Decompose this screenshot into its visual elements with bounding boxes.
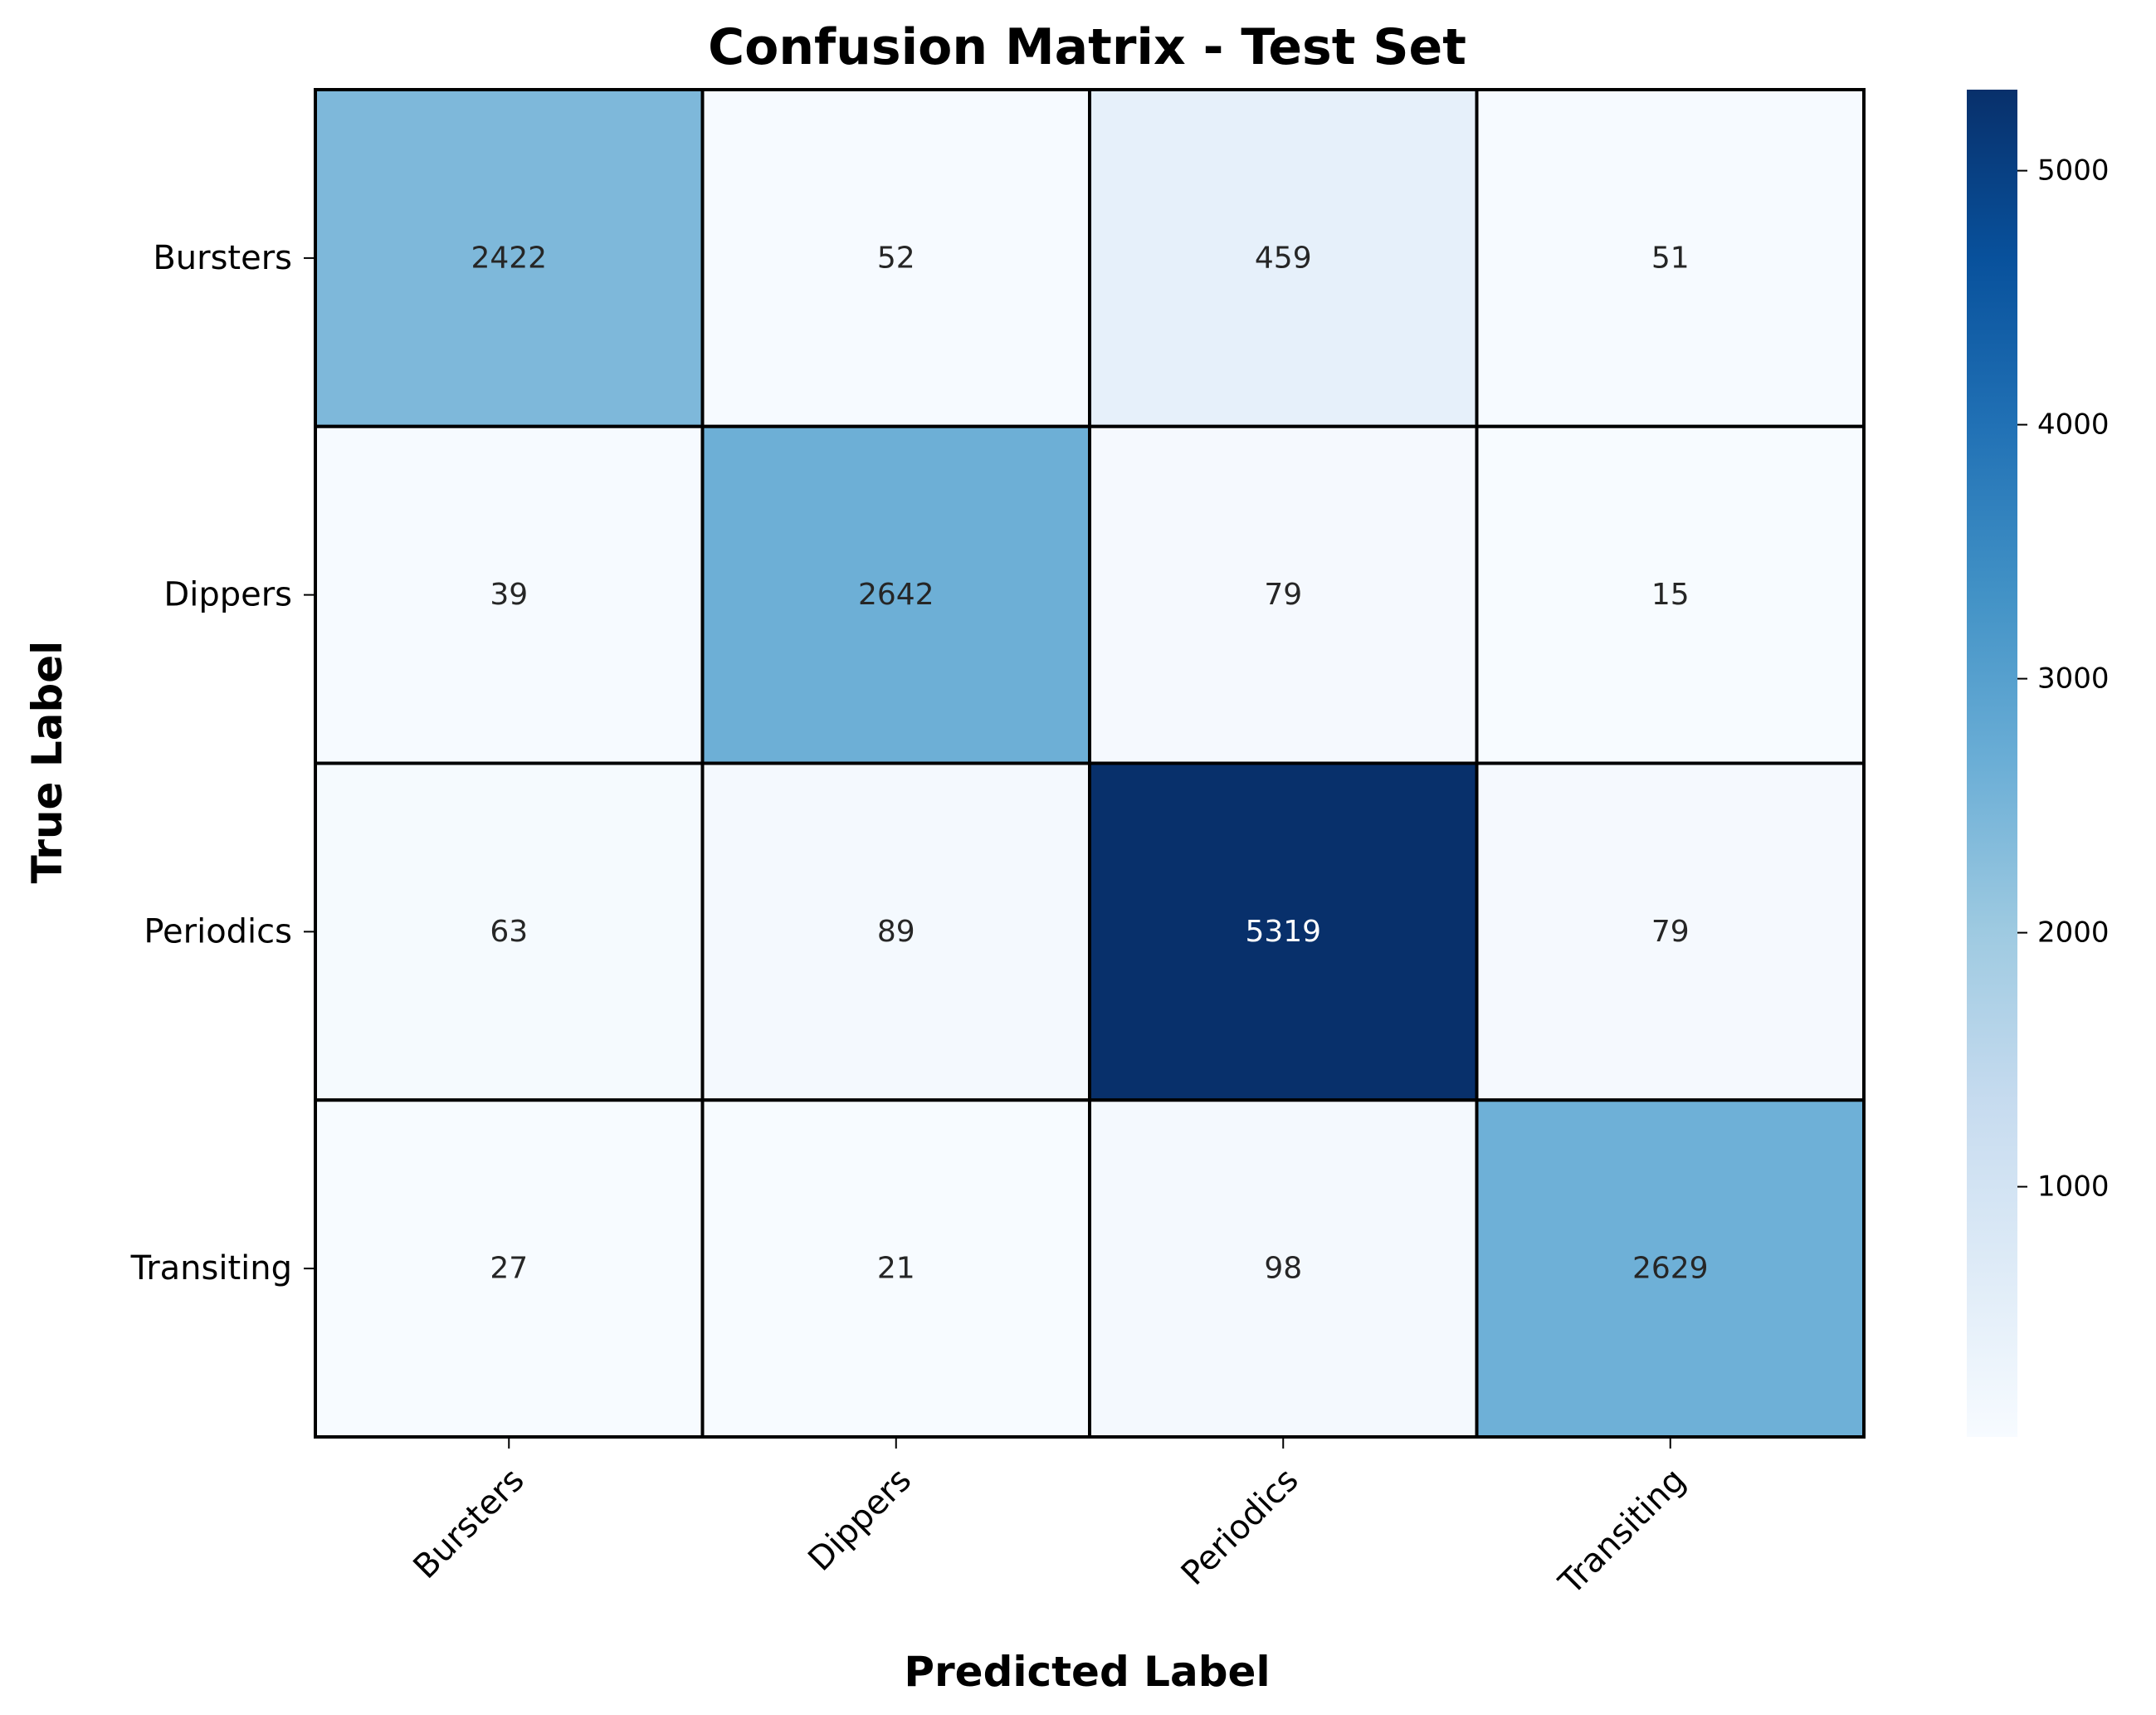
x-tick-label: Bursters [407,1461,532,1586]
heatmap-cell-0-0 [314,88,705,428]
heatmap-cell-1-1 [700,424,1091,765]
cell-value-label: 79 [1264,578,1302,612]
heatmap-cells [314,88,1866,1439]
x-axis-label: Predicted Label [904,1648,1270,1696]
y-tick-label: Transiting [130,1249,292,1287]
heatmap-cell-2-3 [1475,761,1866,1102]
heatmap-cell-labels: 2422 52 459 51 39 2642 79 15 63 89 5319 79 27 21 98 262… [471,241,1708,1285]
y-tick-label: Dippers [163,576,292,614]
plot-frame [315,89,1865,1438]
colorbar: 1000 2000 3000 4000 5000 [1967,90,2110,1437]
colorbar-tick-label: 1000 [2037,1170,2110,1204]
y-axis-label: True Label [23,641,71,884]
colorbar-ticks: 1000 2000 3000 4000 5000 [2017,154,2110,1204]
heatmap-cell-3-0 [314,1098,705,1439]
heatmap-cell-0-3 [1475,88,1866,428]
cell-value-label: 2422 [471,241,547,275]
heatmap-cell-1-3 [1475,424,1866,765]
cell-value-label: 52 [877,241,915,275]
cell-value-label: 89 [877,915,915,949]
chart-title: Confusion Matrix - Test Set [708,18,1466,76]
cell-value-label: 2642 [858,578,934,612]
cell-value-label: 98 [1264,1252,1302,1286]
heatmap-cell-3-3 [1475,1098,1866,1439]
colorbar-tick-label: 5000 [2037,154,2110,188]
heatmap-cell-3-2 [1088,1098,1479,1439]
x-tick-label: Periodics [1174,1461,1306,1593]
cell-value-label: 459 [1255,241,1312,275]
cell-value-label: 63 [490,915,528,949]
y-tick-label: Periodics [144,912,292,950]
cell-value-label: 21 [877,1252,915,1286]
cell-value-label: 51 [1651,241,1690,275]
x-tick-label: Transiting [1552,1461,1694,1603]
x-tick-label: Dippers [801,1461,919,1579]
colorbar-gradient [1967,90,2017,1437]
heatmap-cell-2-1 [700,761,1091,1102]
colorbar-tick-label: 4000 [2037,408,2110,442]
cell-value-label: 2629 [1632,1252,1709,1286]
cell-value-label: 15 [1651,578,1690,612]
cell-value-label: 79 [1651,915,1690,949]
colorbar-tick-label: 3000 [2037,662,2110,696]
cell-value-label: 5319 [1245,915,1321,949]
heatmap-cell-3-1 [700,1098,1091,1439]
colorbar-tick-label: 2000 [2037,916,2110,950]
cell-value-label: 39 [490,578,528,612]
heatmap-cell-0-1 [700,88,1091,428]
cell-value-label: 27 [490,1252,528,1286]
y-axis-ticks: Bursters Dippers Periodics Transiting [130,239,315,1287]
heatmap-cell-1-0 [314,424,705,765]
x-axis-ticks: Bursters Dippers Periodics Transiting [407,1437,1694,1603]
y-tick-label: Bursters [153,239,292,277]
